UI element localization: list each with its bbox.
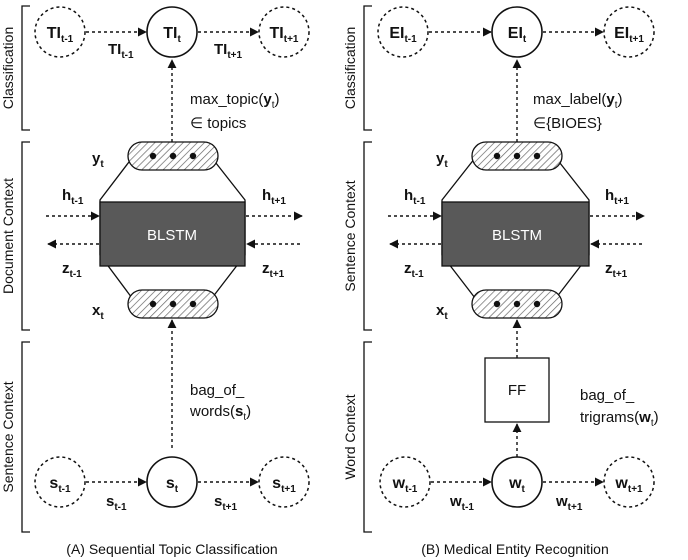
output-function-a: max_topic(yt) [190, 91, 279, 111]
caption-a: (A) Sequential Topic Classification [66, 541, 277, 557]
arrow-label-ti-next: TIt+1 [214, 41, 243, 61]
node-ei-next [603, 6, 655, 58]
h-left-label-b: ht-1 [404, 187, 426, 207]
y-label-a: yt [92, 150, 104, 170]
section-label-classification-a: Classification [0, 27, 16, 109]
blstm-label-a: BLSTM [147, 227, 197, 244]
y-vector-dot-1-a [149, 152, 157, 160]
node-s-next-label: st+1 [272, 475, 296, 495]
x-label-b: xt [436, 302, 448, 322]
x-vector-dot-1-a [149, 300, 157, 308]
arrow-label-s-next: st+1 [214, 493, 238, 513]
z-left-label-b: zt-1 [404, 260, 424, 280]
section-label-sentence-context-b: Sentence Context [342, 180, 358, 291]
panel-b: Classification Sentence Context Word Con… [342, 5, 659, 557]
y-vector-dot-1-b [493, 152, 501, 160]
bracket-document-context [21, 141, 30, 331]
node-ti-current [146, 6, 198, 58]
node-ti-next [258, 6, 310, 58]
output-domain-a: ∈ topics [190, 115, 246, 132]
node-ti-prev-label: TIt-1 [47, 25, 74, 45]
node-ei-prev-label: EIt-1 [389, 25, 417, 45]
node-w-current-label: wt [508, 475, 525, 495]
node-ti-current-label: TIt [163, 25, 181, 45]
h-right-label-b: ht+1 [605, 187, 629, 207]
node-s-prev-label: st-1 [49, 475, 71, 495]
x-vector-dot-3-a [189, 300, 197, 308]
bracket-classification-b [363, 5, 372, 131]
x-label-a: xt [92, 302, 104, 322]
node-w-next [603, 456, 655, 508]
arrow-label-w-next: wt+1 [555, 493, 583, 513]
arrow-label-w-prev: wt-1 [449, 493, 474, 513]
y-vector-dot-3-a [189, 152, 197, 160]
node-s-next [258, 456, 310, 508]
blstm-box-b [441, 201, 590, 267]
y-vector-dot-3-b [533, 152, 541, 160]
y-vector-dot-2-b [513, 152, 521, 160]
panel-a: Classification Document Context Sentence… [0, 5, 310, 557]
bracket-sentence-context-b [363, 141, 372, 331]
y-label-b: yt [436, 150, 448, 170]
z-right-label-b: zt+1 [605, 260, 628, 280]
node-w-prev [379, 456, 431, 508]
node-ei-current-label: EIt [508, 25, 527, 45]
input-function-line2-b: trigrams(wt) [580, 409, 659, 429]
section-label-word-context: Word Context [342, 394, 358, 479]
arrow-label-s-prev: st-1 [106, 493, 127, 513]
h-right-label-a: ht+1 [262, 187, 286, 207]
arrow-label-ti-prev: TIt-1 [108, 41, 134, 61]
node-ti-prev [34, 6, 86, 58]
input-function-line2-a: words(st) [189, 403, 251, 423]
input-function-line1-a: bag_of_ [190, 382, 245, 399]
section-label-classification-b: Classification [342, 27, 358, 109]
node-ei-current [491, 6, 543, 58]
y-vector-dot-2-a [169, 152, 177, 160]
ff-box [484, 357, 550, 423]
output-function-b: max_label(yt) [533, 91, 623, 111]
node-w-prev-label: wt-1 [392, 475, 418, 495]
bracket-sentence-context-a [21, 341, 30, 533]
caption-b: (B) Medical Entity Recognition [421, 541, 609, 557]
node-s-current-label: st [166, 475, 179, 495]
section-label-document-context: Document Context [0, 178, 16, 294]
node-ti-next-label: TIt+1 [270, 25, 299, 45]
node-s-prev [34, 456, 86, 508]
x-vector-dot-2-a [169, 300, 177, 308]
bracket-word-context [363, 341, 372, 533]
x-vector-dot-1-b [493, 300, 501, 308]
blstm-box-a [99, 201, 246, 267]
input-function-line1-b: bag_of_ [580, 387, 635, 404]
ff-label: FF [508, 382, 526, 399]
node-w-next-label: wt+1 [614, 475, 643, 495]
x-vector-dot-2-b [513, 300, 521, 308]
h-left-label-a: ht-1 [62, 187, 84, 207]
blstm-label-b: BLSTM [492, 227, 542, 244]
node-ei-next-label: EIt+1 [614, 25, 644, 45]
node-s-current [146, 456, 198, 508]
output-domain-b: ∈{BIOES} [533, 115, 602, 132]
z-right-label-a: zt+1 [262, 260, 285, 280]
bracket-classification-a [21, 5, 30, 131]
section-label-sentence-context-a: Sentence Context [0, 381, 16, 492]
node-w-current [491, 456, 543, 508]
z-left-label-a: zt-1 [62, 260, 82, 280]
node-ei-prev [377, 6, 429, 58]
x-vector-dot-3-b [533, 300, 541, 308]
